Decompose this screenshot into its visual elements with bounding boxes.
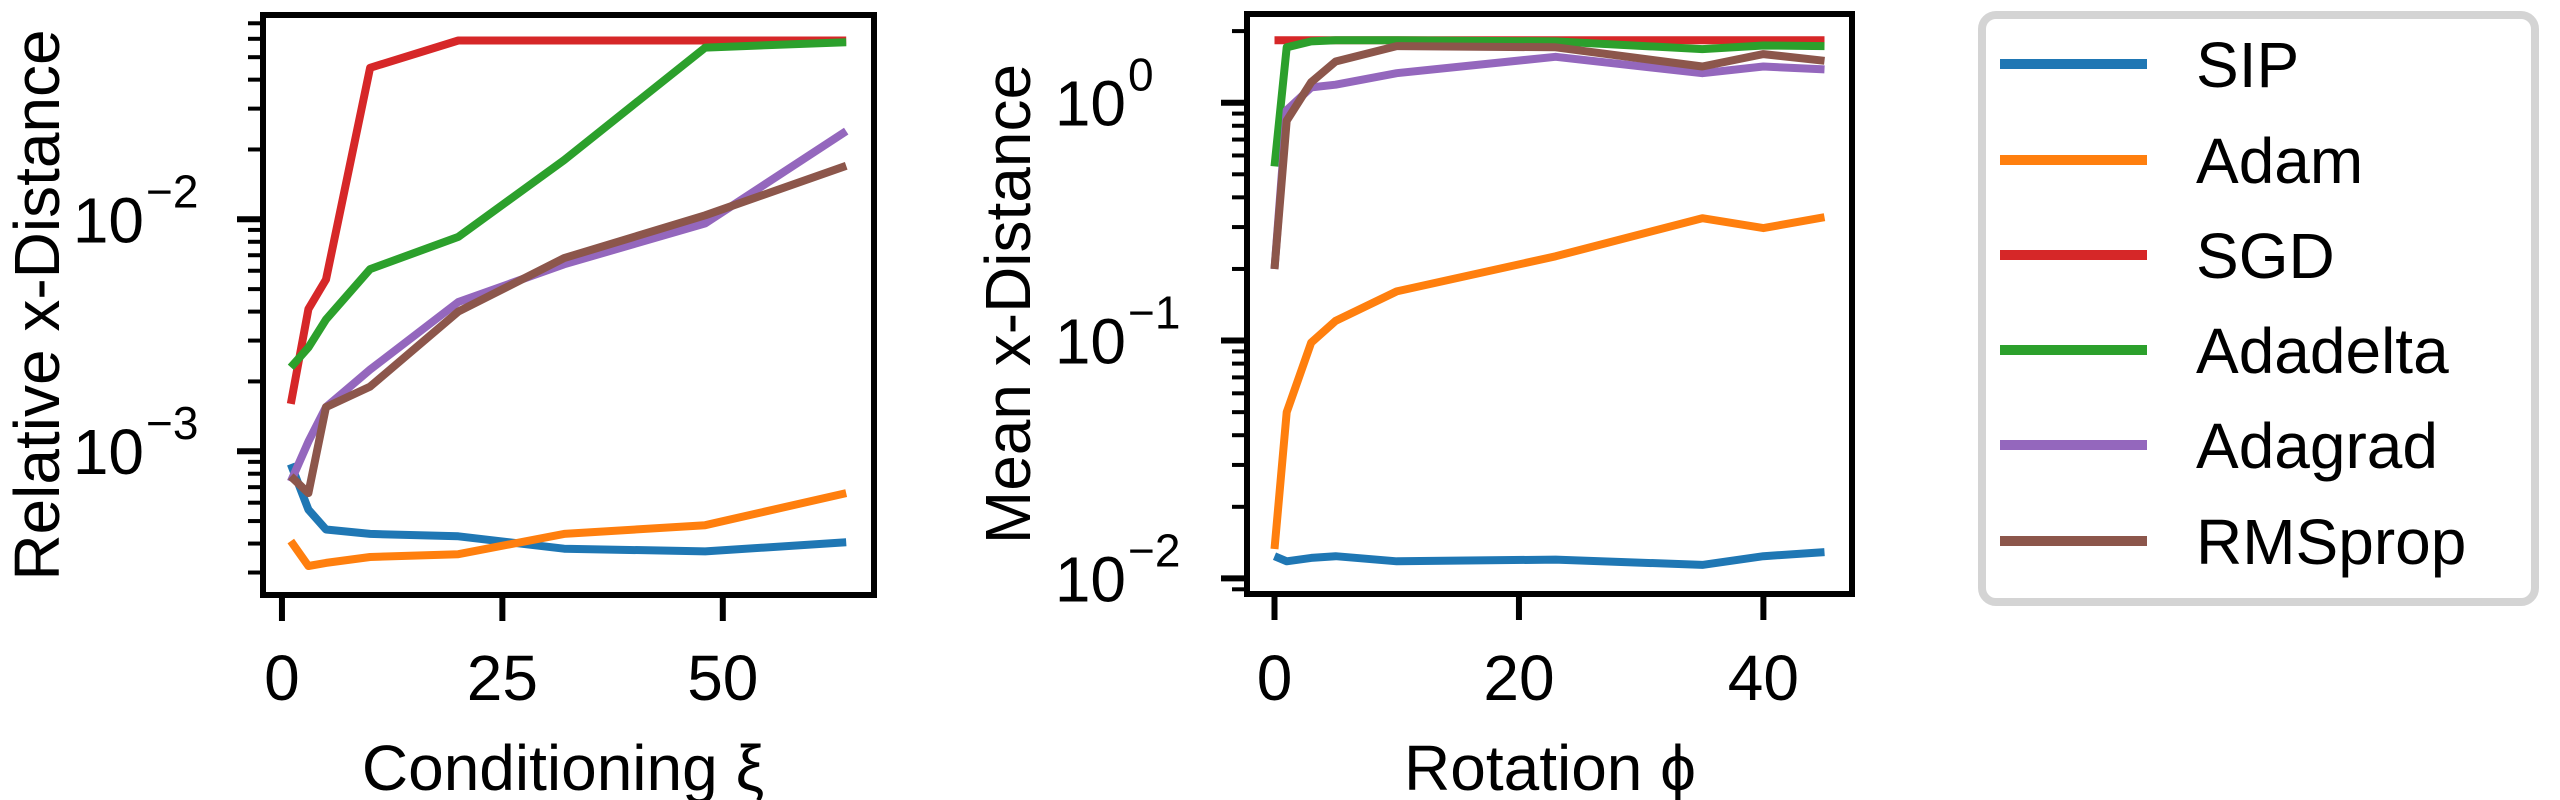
y-tick-label: 10	[73, 184, 144, 256]
x-tick-label: 25	[467, 642, 538, 714]
x-tick-label: 20	[1483, 642, 1554, 714]
series-line-sip	[287, 462, 847, 556]
axes-frame	[260, 12, 877, 598]
legend-item-adadelta: Adadelta	[2000, 315, 2449, 387]
legend-label: RMSprop	[2196, 506, 2466, 578]
series-line-adam	[287, 489, 848, 570]
series-line-rmsprop	[1270, 42, 1825, 270]
legend-label: Adam	[2196, 125, 2363, 197]
axes-frame	[1244, 11, 1855, 597]
series-line-rmsprop	[288, 162, 848, 498]
series-line-adam	[1270, 213, 1826, 550]
x-tick-label: 0	[1257, 642, 1293, 714]
legend-item-adagrad: Adagrad	[2000, 410, 2438, 482]
series-lines	[1270, 36, 1826, 569]
y-tick-label: 10	[1055, 306, 1126, 378]
legend-label: SGD	[2196, 220, 2335, 292]
legend-label: Adadelta	[2196, 315, 2449, 387]
series-line-adadelta	[1270, 36, 1825, 167]
series-line-sgd	[286, 36, 847, 405]
x-tick-label: 40	[1728, 642, 1799, 714]
legend-label: Adagrad	[2196, 410, 2438, 482]
x-tick-label: 50	[687, 642, 758, 714]
y-tick-label: 10	[73, 416, 144, 488]
legend-label: SIP	[2196, 29, 2299, 101]
x-tick-label: 0	[264, 642, 300, 714]
y-tick-label: 10	[1055, 68, 1126, 140]
x-axis-label: Rotation ϕ	[1404, 732, 1696, 800]
y-tick-exponent: −2	[146, 165, 198, 217]
y-tick-exponent: −2	[1128, 524, 1180, 576]
series-line-adagrad	[1270, 52, 1825, 270]
legend-item-sip: SIP	[2000, 29, 2299, 101]
y-tick-exponent: −3	[146, 397, 198, 449]
legend: SIP Adam SGD Adadelta Adagrad RMSprop	[1978, 11, 2539, 606]
y-tick-exponent: −1	[1128, 287, 1180, 339]
series-line-sip	[1272, 548, 1825, 569]
series-lines	[286, 36, 849, 570]
legend-item-adam: Adam	[2000, 125, 2363, 197]
legend-item-rmsprop: RMSprop	[2000, 506, 2466, 578]
legend-item-sgd: SGD	[2000, 220, 2335, 292]
series-line-adagrad	[287, 127, 849, 484]
y-tick-label: 10	[1055, 543, 1126, 615]
y-tick-exponent: 0	[1128, 49, 1154, 101]
y-axis-label: Mean x-Distance	[972, 64, 1044, 544]
y-axis-label: Relative x-Distance	[1, 29, 73, 580]
x-axis-label: Conditioning ξ	[362, 732, 764, 800]
series-line-adadelta	[287, 38, 847, 370]
